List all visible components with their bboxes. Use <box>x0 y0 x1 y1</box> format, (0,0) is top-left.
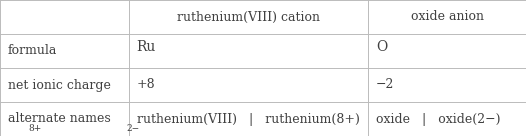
Text: net ionic charge: net ionic charge <box>8 78 111 92</box>
Text: Ru: Ru <box>137 40 156 54</box>
Text: −2: −2 <box>376 78 394 92</box>
Text: +8: +8 <box>137 78 155 92</box>
Text: ruthenium(VIII)   |   ruthenium(8+): ruthenium(VIII) | ruthenium(8+) <box>137 112 360 126</box>
Text: formula: formula <box>8 44 57 58</box>
Text: 2−: 2− <box>126 124 139 133</box>
Text: oxide   |   oxide(2−): oxide | oxide(2−) <box>376 112 501 126</box>
Text: O: O <box>376 40 387 54</box>
Text: 8+: 8+ <box>28 124 41 133</box>
Text: ruthenium(VIII) cation: ruthenium(VIII) cation <box>177 10 320 24</box>
Text: alternate names: alternate names <box>8 112 110 126</box>
Text: oxide anion: oxide anion <box>411 10 483 24</box>
